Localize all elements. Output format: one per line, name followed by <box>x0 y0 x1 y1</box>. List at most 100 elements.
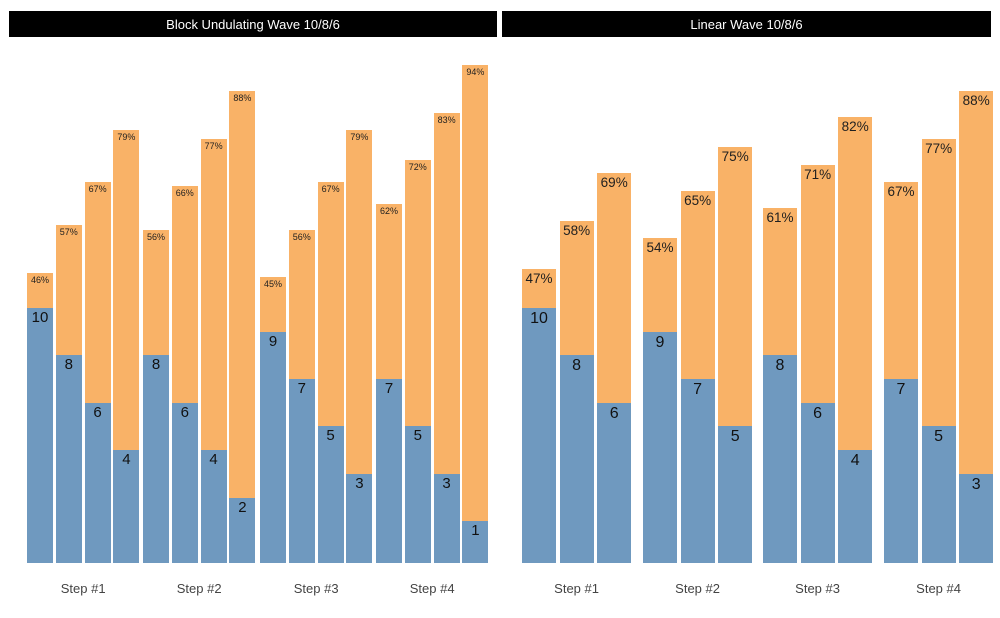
intensity-label: 56% <box>146 231 165 242</box>
stacked-bar: 69% 6 <box>597 173 632 563</box>
reps-label: 8 <box>64 356 73 374</box>
intensity-segment: 67% <box>317 181 344 427</box>
reps-label: 6 <box>609 404 619 422</box>
intensity-label: 88% <box>233 92 252 103</box>
reps-segment: 7 <box>376 379 402 563</box>
reps-label: 5 <box>730 428 740 446</box>
intensity-label: 69% <box>600 175 628 191</box>
stacked-bar: 66% 6 <box>171 186 198 563</box>
step-label: Step #4 <box>409 581 455 596</box>
reps-segment: 6 <box>800 402 835 563</box>
reps-segment: 8 <box>143 355 169 563</box>
reps-segment: 9 <box>260 331 286 563</box>
intensity-segment: 77% <box>200 138 227 451</box>
stacked-bar: 62% 7 <box>376 203 402 563</box>
stacked-bar: 71% 6 <box>800 164 835 563</box>
intensity-label: 77% <box>204 140 223 151</box>
stacked-bar: 77% 4 <box>200 138 227 563</box>
intensity-label: 79% <box>117 131 136 142</box>
reps-label: 5 <box>413 427 422 445</box>
reps-segment: 5 <box>718 426 753 563</box>
stacked-bar: 61% 8 <box>763 207 797 563</box>
reps-segment: 8 <box>559 355 594 563</box>
stacked-bar: 54% 9 <box>643 238 677 563</box>
reps-segment: 3 <box>346 473 373 563</box>
reps-segment: 10 <box>27 307 53 563</box>
reps-label: 7 <box>384 380 394 398</box>
stacked-bar: 56% 8 <box>143 229 169 563</box>
intensity-label: 47% <box>525 270 553 286</box>
reps-segment: 7 <box>288 379 315 563</box>
reps-segment: 6 <box>597 402 632 563</box>
step-label: Step #1 <box>554 581 599 596</box>
intensity-segment: 58% <box>559 220 594 356</box>
reps-label: 7 <box>896 381 906 399</box>
intensity-segment: 69% <box>597 173 632 403</box>
reps-segment: 4 <box>200 450 227 563</box>
reps-segment: 5 <box>404 426 431 563</box>
step-label: Step #1 <box>60 581 106 596</box>
reps-label: 7 <box>297 380 306 398</box>
reps-label: 6 <box>93 403 102 421</box>
stacked-bar: 75% 5 <box>718 147 753 563</box>
reps-segment: 6 <box>84 402 111 563</box>
intensity-segment: 66% <box>171 186 198 403</box>
intensity-segment: 56% <box>143 229 169 356</box>
reps-segment: 4 <box>838 450 873 563</box>
reps-segment: 6 <box>171 402 198 563</box>
reps-segment: 2 <box>229 497 256 563</box>
step-label: Step #3 <box>293 581 339 596</box>
step-label: Step #3 <box>795 581 840 596</box>
left-chart-title-bar: Block Undulating Wave 10/8/6 <box>9 11 497 37</box>
reps-label: 6 <box>180 403 189 421</box>
intensity-segment: 72% <box>404 160 431 427</box>
left-chart-title: Block Undulating Wave 10/8/6 <box>166 16 340 32</box>
intensity-label: 72% <box>408 162 427 173</box>
intensity-label: 88% <box>962 92 990 108</box>
stacked-bar: 57% 8 <box>55 225 82 563</box>
intensity-segment: 79% <box>113 129 140 451</box>
intensity-label: 67% <box>88 183 107 194</box>
intensity-segment: 82% <box>838 116 873 451</box>
intensity-label: 79% <box>350 131 369 142</box>
reps-segment: 10 <box>522 307 556 563</box>
intensity-segment: 88% <box>959 90 994 474</box>
reps-segment: 3 <box>433 473 460 563</box>
intensity-segment: 61% <box>763 207 797 356</box>
intensity-segment: 47% <box>522 268 556 308</box>
intensity-segment: 45% <box>260 277 286 332</box>
reps-label: 9 <box>655 333 665 351</box>
reps-label: 3 <box>355 474 364 492</box>
intensity-label: 57% <box>59 227 78 238</box>
reps-label: 5 <box>934 428 944 446</box>
stacked-bar: 65% 7 <box>680 190 715 563</box>
right-chart-title: Linear Wave 10/8/6 <box>690 16 803 32</box>
stacked-bar: 88% 2 <box>229 90 256 563</box>
intensity-label: 71% <box>804 166 832 182</box>
intensity-label: 61% <box>766 209 794 225</box>
intensity-segment: 77% <box>921 138 956 427</box>
stacked-bar: 56% 7 <box>288 229 315 563</box>
intensity-segment: 79% <box>346 129 373 474</box>
stacked-bar: 47% 10 <box>522 268 556 563</box>
reps-segment: 5 <box>921 426 956 563</box>
right-chart-title-bar: Linear Wave 10/8/6 <box>502 11 991 37</box>
intensity-label: 58% <box>563 222 591 238</box>
intensity-segment: 56% <box>288 229 315 380</box>
intensity-label: 94% <box>466 66 485 77</box>
reps-label: 6 <box>813 404 823 422</box>
reps-label: 5 <box>326 427 335 445</box>
intensity-label: 62% <box>379 205 398 216</box>
stacked-bar: 67% 6 <box>84 181 111 563</box>
intensity-label: 75% <box>721 149 749 165</box>
reps-label: 10 <box>530 309 548 327</box>
intensity-segment: 46% <box>27 272 53 308</box>
intensity-label: 67% <box>321 183 340 194</box>
stacked-bar: 82% 4 <box>838 116 873 563</box>
reps-label: 4 <box>122 451 131 469</box>
intensity-segment: 94% <box>462 64 489 522</box>
step-label: Step #4 <box>916 581 961 596</box>
intensity-segment: 67% <box>884 181 918 380</box>
stacked-bar: 79% 3 <box>346 129 373 563</box>
intensity-segment: 75% <box>718 147 753 427</box>
